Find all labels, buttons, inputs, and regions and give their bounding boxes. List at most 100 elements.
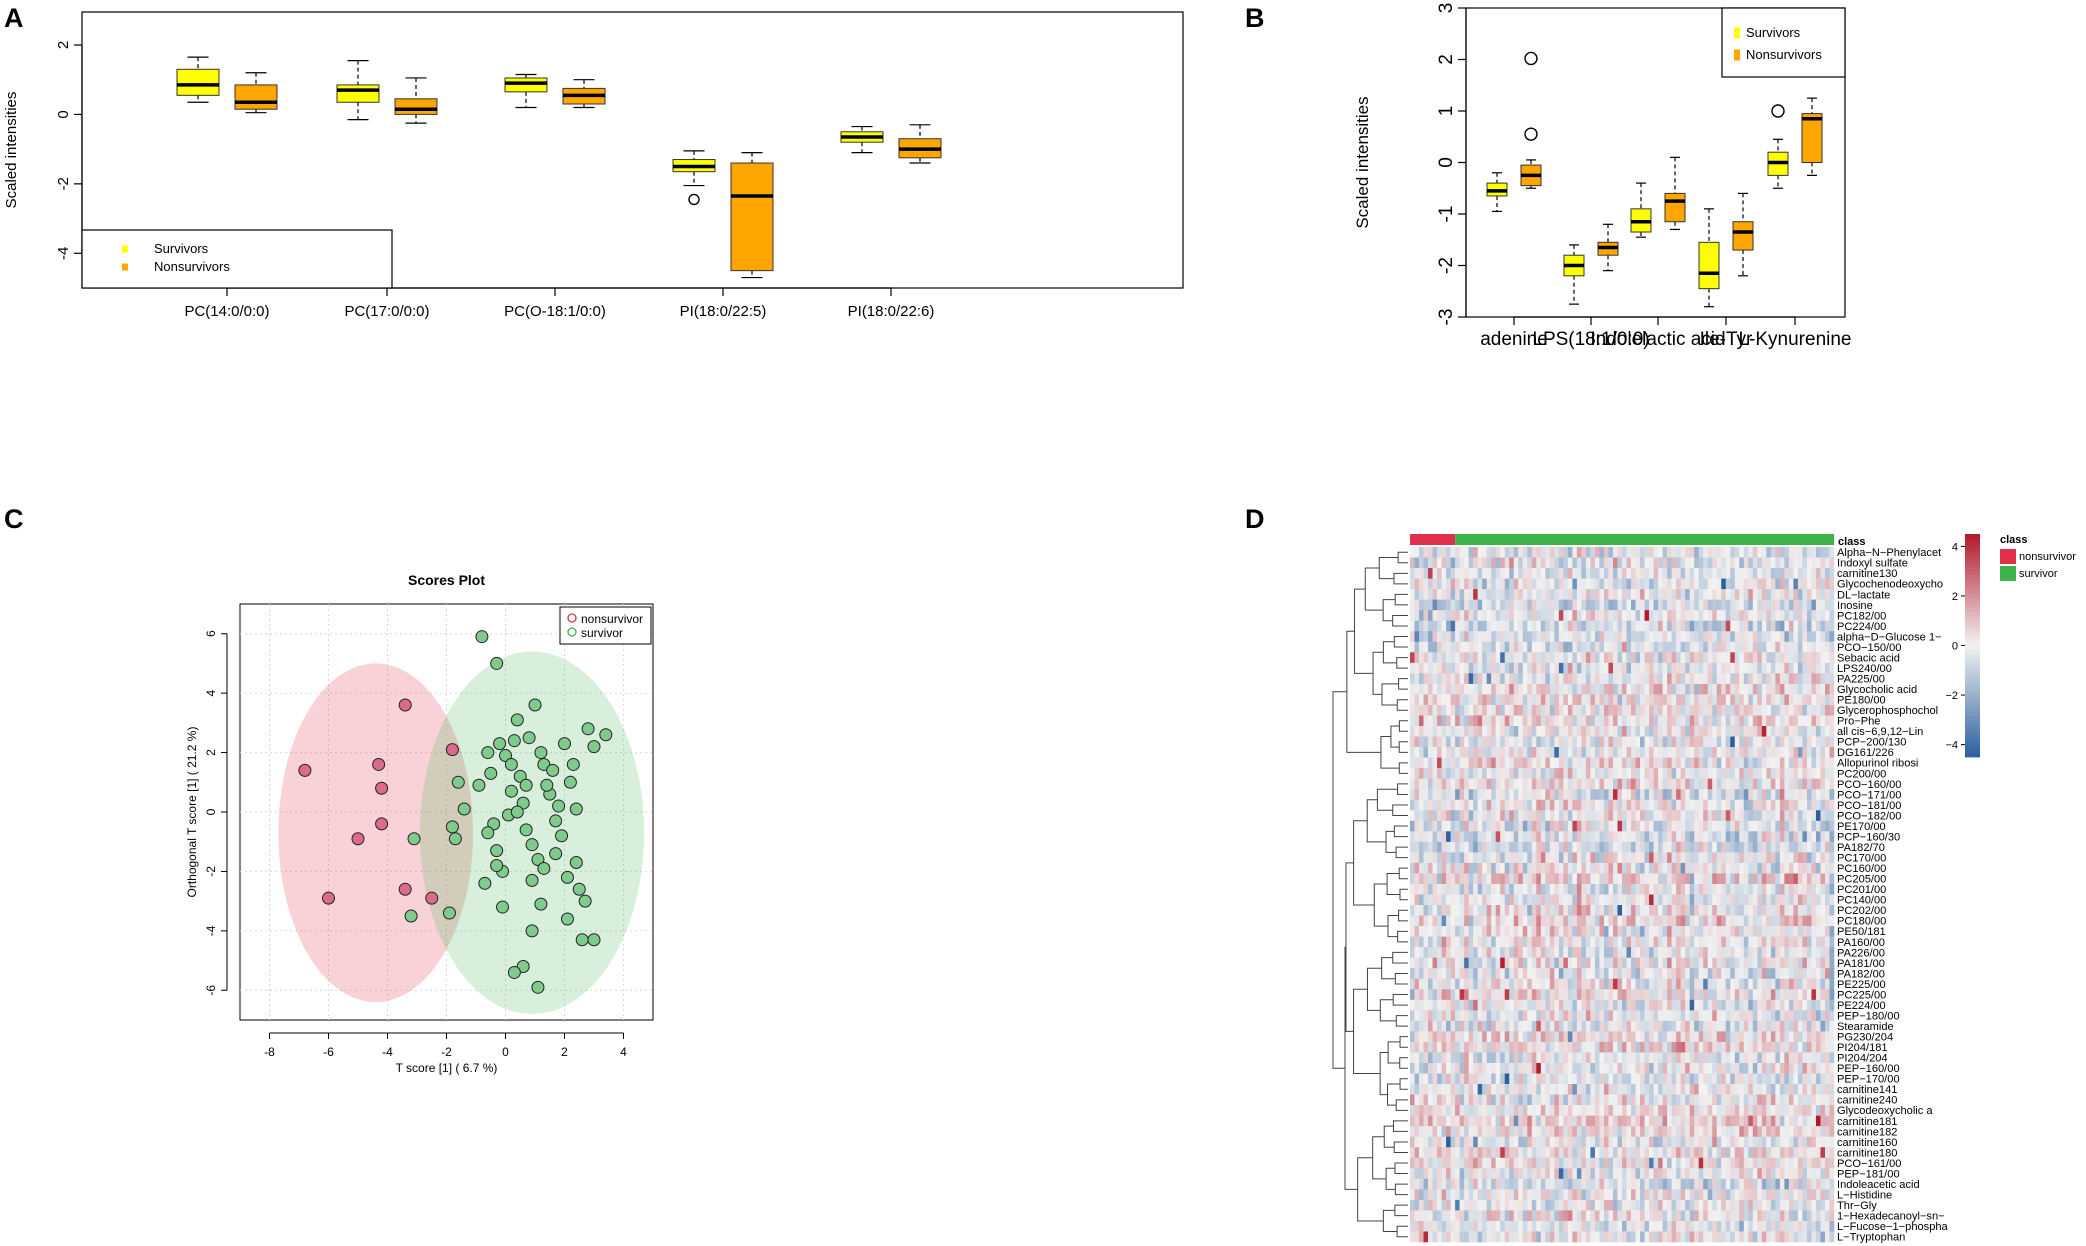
heatmap-cell [1811, 810, 1817, 822]
heatmap-cell [1459, 1062, 1465, 1074]
heatmap-cell [1567, 726, 1573, 737]
heatmap-cell [1635, 894, 1641, 906]
heatmap-cell [1806, 726, 1812, 737]
heatmap-cell [1446, 883, 1451, 895]
heatmap-cell [1676, 599, 1681, 611]
heatmap-cell [1689, 1010, 1695, 1022]
heatmap-cell [1441, 905, 1447, 916]
heatmap-cell [1703, 957, 1708, 969]
heatmap-cell [1549, 894, 1555, 906]
heatmap-cell [1428, 1062, 1433, 1074]
heatmap-cell [1477, 1010, 1483, 1022]
heatmap-cell [1464, 631, 1469, 643]
heatmap-cell [1441, 547, 1447, 558]
heatmap-cell [1671, 873, 1677, 885]
heatmap-cell [1712, 905, 1718, 916]
heatmap-cell [1766, 673, 1772, 685]
heatmap-cell [1689, 789, 1695, 801]
heatmap-cell [1739, 915, 1745, 927]
heatmap-cell [1734, 589, 1740, 600]
heatmap-cell [1712, 1052, 1718, 1064]
heatmap-cell [1585, 789, 1591, 801]
heatmap-cell [1793, 936, 1799, 948]
heatmap-cell [1590, 641, 1596, 653]
heatmap-cell [1631, 578, 1636, 590]
heatmap-cell [1437, 547, 1442, 558]
heatmap-cell [1676, 820, 1681, 832]
box-nonsurvivors [234, 84, 278, 110]
heatmap-cell [1770, 905, 1776, 916]
heatmap-cell [1676, 704, 1681, 716]
heatmap-cell [1594, 915, 1600, 927]
heatmap-cell [1558, 610, 1564, 622]
heatmap-cell [1608, 757, 1614, 769]
heatmap-cell [1730, 610, 1736, 622]
heatmap-cell [1788, 557, 1794, 569]
heatmap-cell [1513, 999, 1519, 1011]
heatmap-cell [1748, 557, 1754, 569]
heatmap-cell [1473, 831, 1478, 843]
heatmap-cell [1626, 936, 1632, 948]
heatmap-cell [1644, 620, 1650, 632]
heatmap-cell [1572, 589, 1578, 600]
heatmap-cell [1725, 936, 1731, 948]
heatmap-cell [1536, 936, 1542, 948]
heatmap-cell [1450, 683, 1456, 695]
heatmap-cell [1734, 547, 1740, 558]
heatmap-cell [1509, 557, 1515, 569]
heatmap-cell [1450, 894, 1456, 906]
heatmap-cell [1712, 926, 1718, 937]
heatmap-cell [1757, 694, 1763, 706]
heatmap-cell [1509, 915, 1515, 927]
heatmap-cell [1617, 873, 1623, 885]
heatmap-cell [1680, 778, 1686, 790]
heatmap-cell [1608, 694, 1614, 706]
heatmap-cell [1689, 631, 1695, 643]
heatmap-cell [1522, 599, 1528, 611]
heatmap-cell [1563, 915, 1569, 927]
heatmap-cell [1707, 831, 1713, 843]
heatmap-cell [1612, 810, 1618, 822]
heatmap-cell [1784, 547, 1790, 558]
point-survivor [569, 802, 583, 816]
heatmap-cell [1590, 652, 1596, 664]
heatmap-cell [1576, 1041, 1582, 1053]
heatmap-cell [1748, 652, 1754, 664]
heatmap-cell [1739, 820, 1745, 832]
heatmap-cell [1518, 810, 1524, 822]
heatmap-cell [1694, 610, 1699, 622]
box-nonsurvivors [1732, 221, 1754, 251]
heatmap-cell [1797, 641, 1803, 653]
heatmap-cell [1622, 968, 1627, 980]
heatmap-cell [1441, 968, 1447, 980]
heatmap-cell [1585, 547, 1591, 558]
heatmap-cell [1455, 757, 1460, 769]
heatmap-cell [1581, 905, 1587, 916]
heatmap-cell [1806, 999, 1812, 1011]
heatmap-cell [1540, 841, 1546, 853]
heatmap-cell [1423, 820, 1429, 832]
heatmap-cell [1572, 999, 1578, 1011]
heatmap-cell [1477, 947, 1483, 958]
heatmap-cell [1585, 947, 1591, 958]
heatmap-cell [1734, 905, 1740, 916]
heatmap-cell [1482, 873, 1487, 885]
heatmap-cell [1667, 957, 1672, 969]
y-tick-label: 1 [1436, 106, 1457, 117]
heatmap-cell [1419, 757, 1424, 769]
heatmap-cell [1757, 557, 1763, 569]
heatmap-cell [1468, 557, 1474, 569]
heatmap-cell [1707, 747, 1713, 758]
heatmap-cell [1689, 883, 1695, 895]
heatmap-cell [1815, 673, 1821, 685]
heatmap-cell [1721, 873, 1727, 885]
heatmap-cell [1635, 736, 1641, 748]
heatmap-cell [1820, 589, 1826, 600]
heatmap-cell [1694, 726, 1699, 737]
heatmap-cell [1608, 599, 1614, 611]
legend-swatch-survivors [122, 245, 128, 253]
heatmap-cell [1459, 810, 1465, 822]
heatmap-cell [1531, 999, 1537, 1011]
heatmap-cell [1694, 799, 1699, 811]
heatmap-cell [1793, 831, 1799, 843]
